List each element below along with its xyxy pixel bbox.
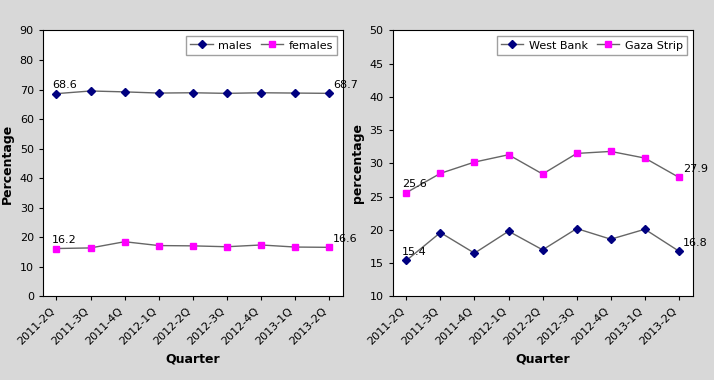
males — [52, 91, 61, 96]
Gaza Strip — [471, 160, 479, 164]
males — [86, 89, 95, 93]
females — [256, 243, 265, 247]
Text: 16.6: 16.6 — [333, 234, 358, 244]
X-axis label: Quarter: Quarter — [166, 352, 220, 365]
males — [325, 91, 333, 96]
males — [291, 91, 299, 95]
Text: 27.9: 27.9 — [683, 164, 708, 174]
Text: 25.6: 25.6 — [402, 179, 427, 189]
Line: females: females — [54, 239, 332, 251]
males — [121, 90, 129, 94]
females — [291, 245, 299, 249]
Gaza Strip — [640, 156, 649, 160]
Gaza Strip — [573, 151, 581, 156]
females — [223, 244, 231, 249]
males — [154, 91, 163, 95]
Gaza Strip — [436, 171, 445, 176]
males — [188, 90, 197, 95]
X-axis label: Quarter: Quarter — [516, 352, 570, 365]
Text: 68.6: 68.6 — [52, 80, 77, 90]
Line: West Bank: West Bank — [403, 226, 682, 263]
Text: 15.4: 15.4 — [402, 247, 427, 257]
Text: 16.8: 16.8 — [683, 238, 708, 248]
Gaza Strip — [504, 152, 513, 157]
West Bank — [436, 230, 445, 235]
Gaza Strip — [402, 190, 411, 195]
Gaza Strip — [538, 172, 547, 176]
West Bank — [538, 248, 547, 252]
Legend: West Bank, Gaza Strip: West Bank, Gaza Strip — [497, 36, 687, 55]
males — [223, 91, 231, 96]
West Bank — [573, 226, 581, 231]
females — [86, 245, 95, 250]
Y-axis label: Percentage: Percentage — [1, 123, 14, 204]
Text: 16.2: 16.2 — [52, 235, 77, 245]
Y-axis label: percentage: percentage — [351, 124, 364, 203]
Gaza Strip — [675, 175, 683, 180]
females — [154, 243, 163, 248]
males — [256, 90, 265, 95]
Line: males: males — [54, 88, 332, 97]
females — [188, 244, 197, 248]
Legend: males, females: males, females — [186, 36, 337, 55]
West Bank — [606, 237, 615, 242]
females — [52, 246, 61, 251]
Line: Gaza Strip: Gaza Strip — [403, 149, 682, 195]
West Bank — [675, 249, 683, 253]
West Bank — [504, 229, 513, 233]
females — [121, 239, 129, 244]
West Bank — [471, 251, 479, 255]
West Bank — [402, 258, 411, 263]
Text: 68.7: 68.7 — [333, 80, 358, 90]
females — [325, 245, 333, 250]
Gaza Strip — [606, 149, 615, 154]
West Bank — [640, 227, 649, 231]
